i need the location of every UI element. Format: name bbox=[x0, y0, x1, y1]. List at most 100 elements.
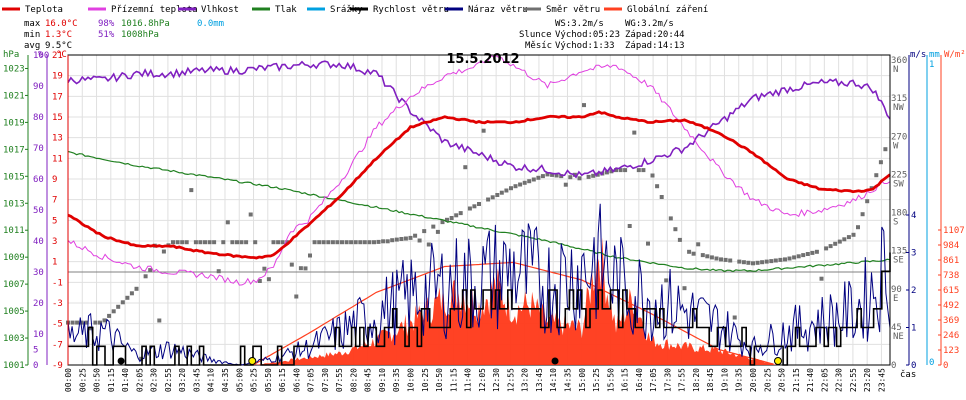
x-tick-label: 09:10 bbox=[378, 368, 387, 392]
temp-tick-label: 21 bbox=[52, 51, 63, 61]
wind-direction-point bbox=[481, 128, 486, 133]
stats-max-press: 1016.8hPa bbox=[121, 19, 170, 29]
x-tick-label: 16:40 bbox=[635, 368, 644, 392]
pct-tick-label: 5 bbox=[33, 346, 38, 356]
x-tick-label: 02:05 bbox=[135, 368, 144, 392]
wind-direction-point bbox=[632, 130, 637, 135]
pct-tick-label: 50 bbox=[33, 206, 44, 216]
wind-direction-point bbox=[878, 160, 883, 165]
wind-direction-point bbox=[303, 266, 308, 271]
x-tick-label: 01:15 bbox=[107, 368, 116, 392]
wind-direction-point bbox=[372, 240, 376, 245]
wind-direction-point bbox=[842, 237, 847, 242]
wind-direction-point bbox=[874, 173, 879, 178]
wind-direction-point bbox=[161, 249, 166, 254]
pct-axis-label: % bbox=[38, 50, 44, 60]
stats-slunce-vychod: Východ:05:23 bbox=[555, 30, 620, 40]
x-tick-label: 12:55 bbox=[506, 368, 515, 392]
pct-tick-label: 70 bbox=[33, 144, 44, 154]
wind-direction-point bbox=[321, 240, 326, 245]
wind-direction-point bbox=[93, 320, 98, 325]
chart-grid bbox=[67, 54, 890, 366]
moonset-marker bbox=[551, 357, 559, 365]
wind-direction-point bbox=[865, 199, 870, 204]
dir-tick-label: 270 bbox=[891, 132, 907, 142]
wind-direction-point bbox=[668, 216, 673, 221]
x-tick-label: 17:05 bbox=[649, 368, 658, 392]
wind-direction-point bbox=[408, 235, 413, 240]
wind-speed-line bbox=[68, 252, 891, 366]
stats-max-hum: 98% bbox=[98, 19, 115, 29]
wind-direction-point bbox=[787, 256, 792, 261]
temp-tick-label: 7 bbox=[52, 196, 57, 206]
chart-series bbox=[66, 54, 891, 366]
wind-direction-point bbox=[271, 240, 276, 245]
wind-direction-point bbox=[773, 258, 778, 263]
wind-direction-point bbox=[221, 240, 226, 245]
dir-name-label: SW bbox=[893, 179, 904, 189]
wind-direction-point bbox=[856, 225, 860, 230]
x-tick-label: 15:25 bbox=[592, 368, 601, 392]
wind-direction-point bbox=[700, 253, 705, 258]
wind-direction-point bbox=[691, 251, 696, 256]
legend-label-2: Vlhkost bbox=[201, 5, 239, 15]
wind-direction-point bbox=[650, 173, 655, 178]
hpa-tick-label: 1005 bbox=[3, 307, 25, 317]
stats-min-hum: 51% bbox=[98, 30, 115, 40]
temp-tick-label: 11 bbox=[52, 154, 63, 164]
pct-tick-label: 60 bbox=[33, 175, 44, 185]
x-tick-label: 09:35 bbox=[392, 368, 401, 392]
temp-tick-label: -3 bbox=[52, 299, 63, 309]
wind-direction-point bbox=[495, 193, 500, 197]
wind-direction-point bbox=[737, 259, 742, 264]
x-tick-label: 06:40 bbox=[292, 368, 301, 392]
wind-direction-point bbox=[102, 318, 107, 323]
wind-direction-point bbox=[198, 240, 203, 245]
x-tick-label: 15:50 bbox=[606, 368, 615, 392]
x-tick-label: 11:40 bbox=[464, 368, 473, 392]
wind-direction-point bbox=[216, 269, 221, 274]
dir-name-label: N bbox=[893, 65, 898, 75]
wm2-axis-label: W/m² bbox=[944, 50, 966, 60]
wind-direction-point bbox=[486, 197, 491, 202]
hpa-tick-label: 1011 bbox=[3, 226, 25, 236]
x-tick-label: 00:00 bbox=[64, 368, 73, 392]
x-tick-label: 03:45 bbox=[192, 368, 201, 392]
pct-tick-label: 40 bbox=[33, 237, 44, 247]
wind-direction-point bbox=[659, 195, 664, 199]
x-tick-label: 22:05 bbox=[820, 368, 829, 392]
wind-direction-point bbox=[563, 182, 568, 187]
wind-direction-point bbox=[445, 217, 449, 222]
temp-tick-label: -9 bbox=[52, 361, 63, 371]
x-tick-label: 17:55 bbox=[678, 368, 687, 392]
wind-direction-point bbox=[828, 244, 833, 249]
wind-direction-point bbox=[833, 241, 838, 246]
wind-direction-point bbox=[358, 240, 363, 245]
pressure-line bbox=[67, 150, 891, 273]
hpa-tick-label: 1019 bbox=[3, 118, 25, 128]
stats-slunce-label: Slunce bbox=[519, 30, 552, 40]
legend-label-6: Náraz větru bbox=[468, 5, 528, 15]
wind-gust-line bbox=[67, 203, 891, 366]
temp-tick-label: 3 bbox=[52, 237, 57, 247]
stats-avg-label: avg bbox=[24, 41, 40, 51]
wind-direction-point bbox=[435, 229, 440, 234]
stats-min-press: 1008hPa bbox=[121, 30, 159, 40]
wind-direction-point bbox=[376, 239, 381, 244]
x-tick-label: 20:25 bbox=[763, 368, 772, 392]
wind-direction-point bbox=[349, 240, 354, 245]
wind-direction-point bbox=[289, 262, 294, 267]
pct-tick-label: 10 bbox=[33, 330, 44, 340]
wind-direction-point bbox=[554, 173, 559, 178]
wind-direction-point bbox=[824, 246, 829, 251]
temp-tick-label: 9 bbox=[52, 175, 57, 185]
dir-name-label: SE bbox=[893, 256, 904, 266]
pct-tick-label: 20 bbox=[33, 299, 44, 309]
x-tick-label: 14:10 bbox=[549, 368, 558, 392]
wind-direction-point bbox=[403, 236, 408, 241]
wind-direction-point bbox=[572, 172, 577, 177]
temp-tick-label: -7 bbox=[52, 340, 63, 350]
ms-tick-label: 4 bbox=[911, 211, 916, 221]
wind-direction-point bbox=[609, 169, 614, 174]
humidity-line bbox=[67, 60, 891, 179]
